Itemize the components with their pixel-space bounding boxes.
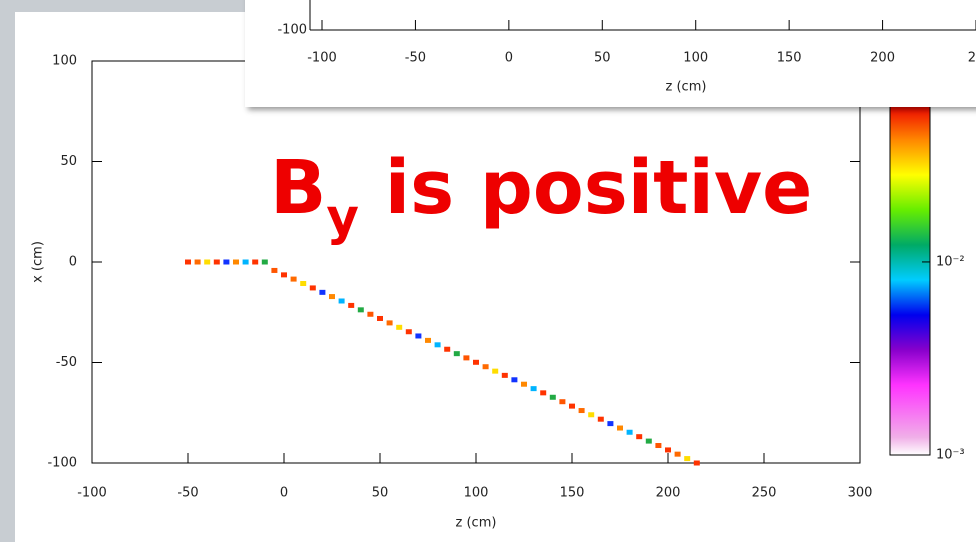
y-tick-label: 100 (52, 54, 77, 69)
y-tick-label: 0 (69, 255, 77, 270)
track-cell (492, 368, 499, 374)
track-cell (319, 289, 326, 295)
track-cell (645, 438, 652, 444)
x-tick-label: 200 (656, 486, 681, 501)
track-cell (665, 447, 671, 453)
track-cell (425, 337, 431, 343)
track-cell (569, 403, 575, 409)
track-cell (357, 307, 364, 313)
annotation-rest: is positive (359, 145, 812, 231)
y-axis-label: x (cm) (31, 241, 46, 283)
top-x-tick-label: -100 (307, 51, 337, 66)
top-x-tick-label: 25 (968, 51, 976, 66)
track-cell (261, 259, 268, 265)
track-cell (213, 259, 220, 265)
track-cell (434, 342, 441, 348)
x-tick-label: -50 (177, 486, 198, 501)
track-cell (693, 460, 700, 466)
y-tick-label: -50 (56, 355, 77, 370)
top-x-tick-label: 200 (870, 51, 895, 66)
track-cell (194, 259, 201, 265)
track-cell (578, 408, 585, 414)
track-cell (348, 302, 355, 308)
track-cell (233, 259, 239, 265)
top-x-tick-label: 0 (505, 51, 513, 66)
track-cell (588, 412, 595, 418)
track-cell (290, 276, 297, 282)
x-tick-label: 100 (464, 486, 489, 501)
track-cell (309, 285, 316, 291)
track-cell (540, 390, 547, 396)
x-tick-label: 300 (848, 486, 873, 501)
annotation-sub: y (326, 188, 359, 246)
track-cell (396, 324, 403, 330)
top-x-tick-label: 150 (777, 51, 802, 66)
track-cell (386, 320, 393, 326)
track-cell (501, 372, 508, 378)
x-tick-label: 50 (372, 486, 389, 501)
colorbar-tick-label: 10⁻³ (936, 448, 965, 463)
track-cell (549, 394, 556, 400)
track-cell (674, 451, 681, 457)
top-window (245, 0, 976, 107)
track-cell (377, 315, 383, 321)
track-cell (684, 456, 691, 462)
y-tick-label: -100 (47, 456, 77, 471)
track-cell (607, 421, 614, 427)
track-cell (204, 259, 211, 265)
track-cell (338, 298, 345, 304)
track-cell (185, 259, 191, 265)
track-cell (559, 399, 566, 405)
top-x-tick-label: -50 (405, 51, 426, 66)
main-plot: -100 -50 0 50 100 150 200 250 300 -100 -50 0 50 100 z … (31, 54, 965, 531)
track-cell (252, 259, 259, 265)
x-tick-label: 0 (280, 486, 288, 501)
top-x-tick-label: 100 (683, 51, 708, 66)
annotation-base: B (270, 145, 326, 231)
track-cell (223, 259, 230, 265)
track-cell (405, 329, 412, 335)
track-cell (482, 364, 489, 370)
top-x-tick-label: 50 (594, 51, 611, 66)
x-tick-label: -100 (77, 486, 107, 501)
track-cell (530, 386, 537, 392)
track-cell (444, 346, 451, 352)
top-y-tick-label: -100 (277, 23, 307, 38)
track-cell (329, 294, 335, 300)
y-tick-label: 50 (60, 154, 77, 169)
colorbar-tick-label: 10⁻² (936, 254, 965, 269)
x-tick-label: 150 (560, 486, 585, 501)
track-cell (521, 381, 527, 387)
x-tick-label: 250 (752, 486, 777, 501)
track-cell (463, 355, 470, 361)
track-cell (281, 272, 287, 278)
x-axis-label: z (cm) (456, 516, 497, 531)
top-x-axis-label: z (cm) (666, 80, 707, 95)
track-cell (453, 351, 460, 357)
track-cell (473, 359, 479, 365)
colorbar (889, 104, 931, 456)
track-cell (655, 443, 662, 449)
top-plot: -100 -50 0 50 100 150 200 25 -100 z (cm) (277, 0, 976, 95)
track-cell (300, 281, 307, 287)
track-cell (242, 259, 249, 265)
track-cell (597, 416, 604, 422)
track-cell (511, 377, 518, 383)
track-cell (626, 429, 633, 435)
annotation: By is positive (270, 145, 812, 246)
track-cell (636, 434, 643, 440)
track-cell (415, 333, 422, 339)
track-cell (617, 425, 623, 431)
track-cell (271, 267, 278, 273)
track-cell (367, 311, 374, 317)
